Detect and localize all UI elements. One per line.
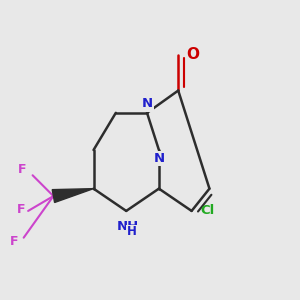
Text: N: N [142,98,153,110]
Text: Cl: Cl [200,204,215,218]
Text: F: F [18,163,26,176]
Text: H: H [127,225,136,238]
Text: O: O [186,47,199,62]
Text: F: F [10,235,18,248]
Text: F: F [16,203,25,216]
Polygon shape [52,189,94,202]
Text: NH: NH [117,220,139,233]
Text: N: N [153,152,164,165]
